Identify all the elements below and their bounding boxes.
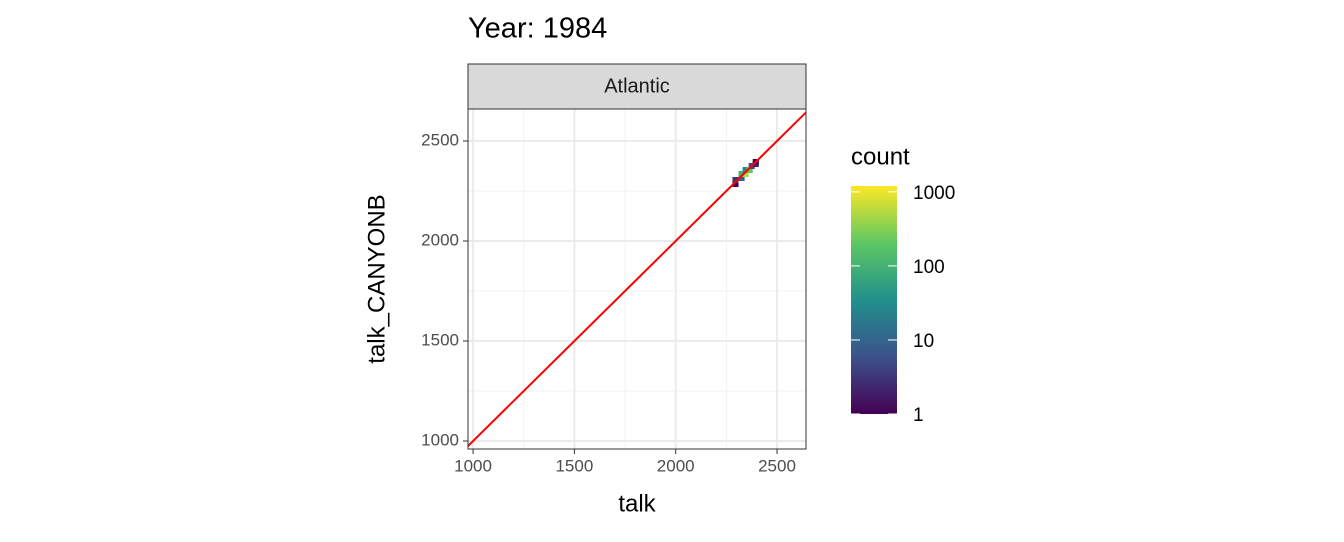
bin-tile <box>738 175 745 181</box>
bin-tile <box>746 167 753 173</box>
bin-tile <box>742 171 749 177</box>
bin-tile <box>738 171 745 177</box>
facet-label: Atlantic <box>604 75 670 97</box>
panel-border <box>467 108 807 450</box>
colorbar-label: 100 <box>913 257 945 278</box>
reference-line <box>468 111 806 447</box>
facet-strip <box>467 63 807 110</box>
colorbar-label: 10 <box>913 331 934 352</box>
x-tick-label: 1000 <box>454 456 492 475</box>
plot-area <box>468 109 806 449</box>
x-axis-label: talk <box>618 490 656 517</box>
y-tick-label: 2500 <box>421 130 459 149</box>
y-tick-label: 1000 <box>421 430 459 449</box>
bin-tile <box>742 167 749 173</box>
y-axis-label: talk_CANYONB <box>363 194 390 363</box>
bin-tile <box>732 181 739 187</box>
chart-title: Year: 1984 <box>468 13 607 45</box>
y-tick-label: 2000 <box>421 230 459 249</box>
bin-tile <box>732 177 739 183</box>
colorbar-label: 1000 <box>913 183 955 204</box>
colorbar-label: 1 <box>913 405 924 426</box>
x-tick-label: 2500 <box>758 456 796 475</box>
legend-title: count <box>851 143 910 170</box>
colorbar <box>851 186 897 414</box>
x-tick-label: 2000 <box>657 456 695 475</box>
x-tick-label: 1500 <box>555 456 593 475</box>
y-tick-label: 1500 <box>421 330 459 349</box>
